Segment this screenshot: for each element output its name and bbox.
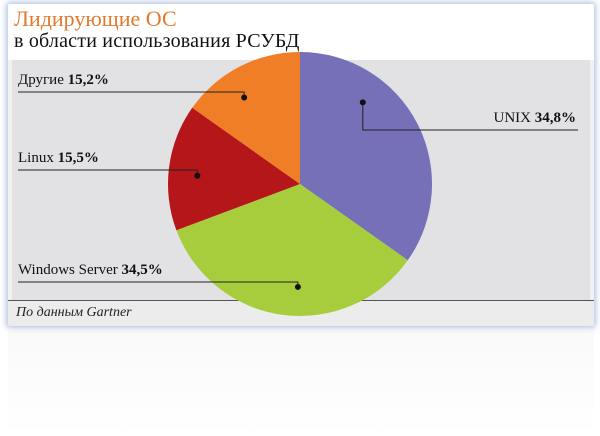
slice-label-другие: Другие 15,2%: [18, 72, 109, 88]
source-note: По данным Gartner: [16, 305, 132, 320]
callout-dot: [194, 172, 201, 179]
pie-slice-другие: [192, 52, 300, 184]
slice-label-unix: UNIX 34,8%: [494, 110, 577, 126]
callout-dot: [294, 283, 301, 290]
chart-subtitle: в области использования РСУБД: [14, 30, 300, 52]
chart-title: Лидирующие ОС: [14, 6, 177, 31]
pie-slice-windows-server: [176, 184, 408, 317]
pie-slice-linux: [168, 107, 300, 231]
chart-header: Лидирующие ОС в области использования РС…: [8, 4, 594, 60]
pie-chart: UNIX 34,8% Windows Server 34,5% Linux 15,5…: [18, 52, 578, 317]
callout-dot: [359, 99, 366, 106]
slice-label-windows-server: Windows Server 34,5%: [18, 262, 163, 278]
callout-line: [362, 102, 578, 131]
chart-reflection: [8, 330, 594, 436]
slice-label-linux: Linux 15,5%: [18, 150, 99, 166]
callout-dot: [241, 94, 248, 101]
pie-slice-unix: [300, 52, 433, 261]
